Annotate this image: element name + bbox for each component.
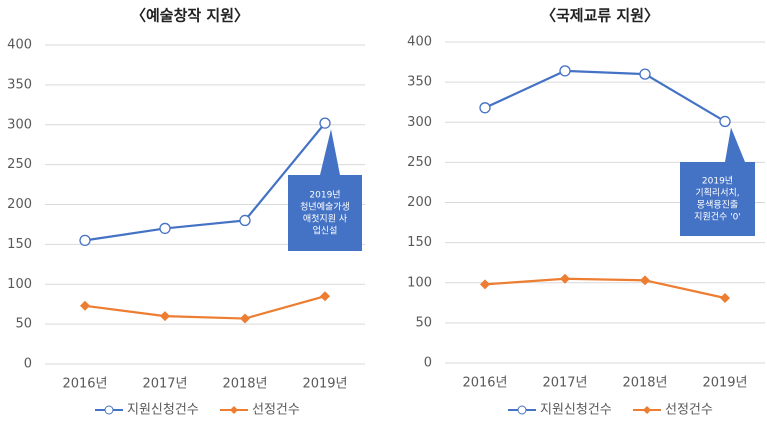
point-marker — [240, 313, 250, 324]
point-marker — [239, 214, 251, 227]
point-marker — [79, 234, 91, 247]
y-tick-label: 0 — [424, 356, 432, 371]
legend-marker — [643, 406, 651, 414]
annotation-text: 애첫지원 사 — [303, 214, 348, 225]
x-tick-label: 2016년 — [462, 376, 507, 391]
point-marker — [720, 292, 730, 303]
annotation-text: 지원건수 '0' — [694, 212, 741, 223]
point-marker — [480, 279, 490, 290]
annotation-text: 업신설 — [313, 226, 338, 237]
annotation-pointer — [320, 129, 340, 175]
chart-title: 〈예술창작 지원〉 — [131, 7, 249, 25]
annotation-pointer — [725, 127, 745, 162]
point-marker — [639, 68, 651, 80]
annotation-text: 청년예술가생 — [300, 202, 350, 213]
y-tick-label: 50 — [15, 317, 32, 332]
legend-marker — [104, 405, 114, 415]
point-marker — [320, 291, 330, 302]
annotation-text: 2019년 — [702, 176, 733, 187]
series-line — [484, 69, 726, 123]
point-marker — [319, 117, 331, 129]
legend-label: 선정건수 — [252, 403, 300, 418]
annotation-box — [680, 162, 755, 236]
point-marker — [719, 115, 731, 128]
point-marker — [559, 65, 571, 77]
point-marker — [80, 300, 90, 311]
annotation-text: 기획리서치, — [695, 187, 739, 199]
annotation-box — [288, 175, 362, 251]
series-line — [484, 277, 726, 300]
y-tick-label: 0 — [24, 357, 32, 372]
y-tick-label: 50 — [415, 315, 432, 330]
legend-marker — [517, 405, 527, 415]
point-marker — [160, 311, 170, 322]
y-tick-label: 350 — [7, 77, 32, 92]
y-tick-label: 300 — [7, 117, 32, 132]
x-tick-label: 2016년 — [62, 377, 107, 392]
y-tick-label: 400 — [7, 38, 32, 53]
y-tick-label: 100 — [7, 277, 32, 292]
point-marker — [640, 275, 650, 286]
series-line — [84, 295, 326, 320]
y-tick-label: 400 — [407, 35, 432, 50]
annotation-text: 몽색용진출 — [697, 200, 738, 211]
point-marker — [560, 273, 570, 284]
x-tick-label: 2018년 — [222, 377, 267, 392]
y-tick-label: 350 — [407, 75, 432, 90]
y-tick-label: 200 — [407, 195, 432, 210]
legend-label: 선정건수 — [665, 403, 713, 418]
x-tick-label: 2019년 — [702, 376, 747, 391]
y-tick-label: 150 — [407, 235, 432, 250]
legend-marker — [230, 406, 238, 414]
point-marker — [159, 222, 171, 235]
x-tick-label: 2019년 — [302, 377, 347, 392]
x-tick-label: 2017년 — [542, 376, 587, 391]
x-tick-label: 2018년 — [622, 376, 667, 391]
y-tick-label: 250 — [407, 155, 432, 170]
point-marker — [479, 102, 491, 114]
chart-title: 〈국제교류 지원〉 — [541, 7, 659, 25]
annotation-text: 2019년 — [309, 190, 340, 201]
legend-label: 지원신청건수 — [540, 403, 612, 418]
y-tick-label: 250 — [7, 157, 32, 172]
y-tick-label: 300 — [407, 115, 432, 130]
y-tick-label: 100 — [407, 275, 432, 290]
x-tick-label: 2017년 — [142, 377, 187, 392]
legend-label: 지원신청건수 — [127, 403, 199, 418]
series-line — [84, 122, 326, 242]
y-tick-label: 200 — [7, 197, 32, 212]
y-tick-label: 150 — [7, 237, 32, 252]
